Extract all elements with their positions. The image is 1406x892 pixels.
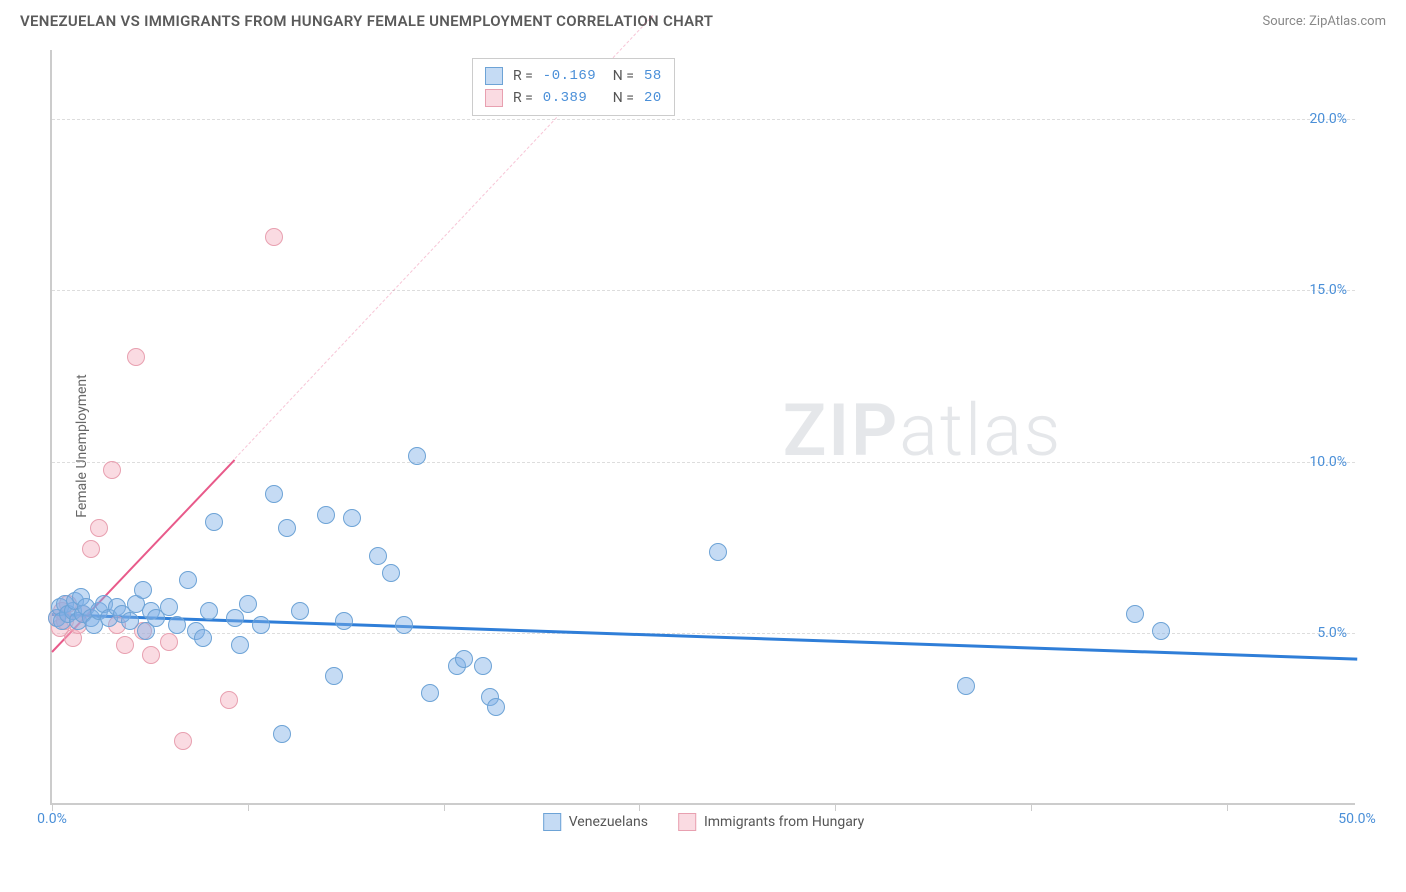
stats-row: R = -0.169 N = 58 [485, 65, 662, 87]
legend-swatch [485, 89, 503, 107]
x-tick-mark [835, 803, 836, 811]
r-label: R = [513, 68, 533, 84]
scatter-point [239, 595, 257, 613]
n-label: N = [613, 68, 634, 84]
grid-line [52, 462, 1355, 463]
watermark: ZIPatlas [783, 388, 1063, 473]
scatter-point [82, 540, 100, 558]
x-tick-mark [52, 803, 53, 811]
r-value: -0.169 [543, 68, 603, 84]
scatter-point [174, 732, 192, 750]
scatter-point [160, 598, 178, 616]
r-value: 0.389 [543, 90, 603, 106]
y-tick-label: 20.0% [1309, 111, 1347, 127]
scatter-point [343, 509, 361, 527]
legend-swatch [678, 813, 696, 831]
scatter-point [252, 616, 270, 634]
x-tick-mark [248, 803, 249, 811]
grid-line [52, 290, 1355, 291]
scatter-point [487, 698, 505, 716]
x-tick-label: 50.0% [1338, 811, 1376, 827]
scatter-point [382, 564, 400, 582]
scatter-point [265, 485, 283, 503]
chart-container: 5.0%10.0%15.0%20.0%0.0%50.0%ZIPatlasR =-… [50, 50, 1390, 840]
scatter-point [265, 228, 283, 246]
scatter-point [278, 519, 296, 537]
scatter-point [116, 636, 134, 654]
scatter-point [421, 684, 439, 702]
x-tick-mark [444, 803, 445, 811]
legend-item: Venezuelans [543, 813, 648, 831]
scatter-point [317, 506, 335, 524]
scatter-point [273, 725, 291, 743]
scatter-point [957, 677, 975, 695]
y-tick-label: 5.0% [1317, 625, 1347, 641]
scatter-point [194, 629, 212, 647]
n-value: 58 [644, 68, 662, 84]
legend-swatch [543, 813, 561, 831]
scatter-point [1126, 605, 1144, 623]
plot-area: 5.0%10.0%15.0%20.0%0.0%50.0%ZIPatlasR =-… [50, 50, 1355, 805]
grid-line [52, 119, 1355, 120]
x-tick-mark [639, 803, 640, 811]
scatter-point [1152, 622, 1170, 640]
scatter-point [179, 571, 197, 589]
scatter-point [474, 657, 492, 675]
scatter-point [455, 650, 473, 668]
legend-swatch [485, 67, 503, 85]
scatter-point [226, 609, 244, 627]
y-tick-label: 15.0% [1309, 282, 1347, 298]
scatter-point [369, 547, 387, 565]
x-tick-label: 0.0% [37, 811, 67, 827]
n-label: N = [613, 90, 634, 106]
scatter-point [408, 447, 426, 465]
x-tick-mark [1031, 803, 1032, 811]
scatter-point [231, 636, 249, 654]
scatter-point [160, 633, 178, 651]
scatter-point [325, 667, 343, 685]
stats-legend: R = -0.169 N = 58 R = 0.389 N = 20 [472, 58, 675, 116]
series-legend: Venezuelans Immigrants from Hungary [543, 813, 865, 831]
chart-title: VENEZUELAN VS IMMIGRANTS FROM HUNGARY FE… [20, 12, 713, 30]
scatter-point [291, 602, 309, 620]
scatter-point [205, 513, 223, 531]
scatter-point [90, 519, 108, 537]
scatter-point [220, 691, 238, 709]
scatter-point [709, 543, 727, 561]
scatter-point [168, 616, 186, 634]
legend-item: Immigrants from Hungary [678, 813, 864, 831]
legend-label: Venezuelans [569, 814, 648, 830]
r-label: R = [513, 90, 533, 106]
scatter-point [142, 646, 160, 664]
n-value: 20 [644, 90, 662, 106]
scatter-point [134, 581, 152, 599]
source-label: Source: ZipAtlas.com [1262, 14, 1386, 29]
x-tick-mark [1227, 803, 1228, 811]
legend-label: Immigrants from Hungary [704, 814, 864, 830]
stats-row: R = 0.389 N = 20 [485, 87, 662, 109]
scatter-point [335, 612, 353, 630]
scatter-point [127, 348, 145, 366]
scatter-point [103, 461, 121, 479]
scatter-point [200, 602, 218, 620]
y-tick-label: 10.0% [1309, 454, 1347, 470]
scatter-point [395, 616, 413, 634]
